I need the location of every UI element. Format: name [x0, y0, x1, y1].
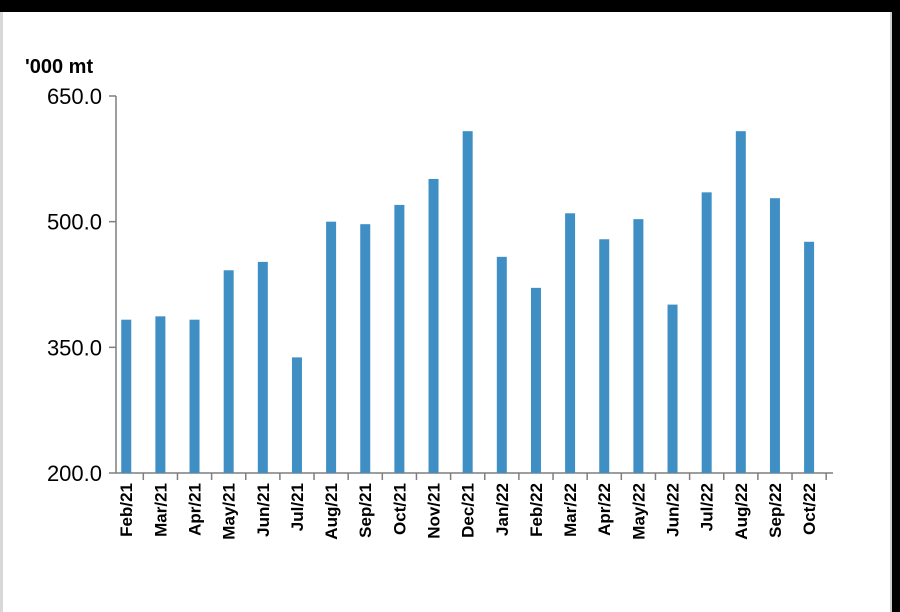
x-tick-label: May/21 — [220, 483, 239, 540]
bar-chart: 650.0 500.0 350.0 200.0 Feb/21 Mar/21 Apr/21 Ma… — [47, 84, 833, 540]
bar — [496, 256, 507, 473]
x-tick-label: Sep/22 — [766, 483, 785, 538]
bar — [599, 239, 610, 473]
bar — [735, 131, 746, 473]
x-tick-label: Jan/22 — [493, 483, 512, 536]
bar — [291, 357, 302, 473]
bar — [121, 319, 132, 473]
bar — [394, 204, 405, 473]
bar — [530, 287, 541, 473]
y-tick-label: 500.0 — [47, 210, 102, 235]
x-tick-label: Oct/22 — [800, 483, 819, 535]
bar — [701, 192, 712, 473]
x-tick-label: Jun/21 — [254, 483, 273, 537]
x-tick-label: Sep/21 — [356, 483, 375, 538]
y-tick-label: 650.0 — [47, 84, 102, 109]
x-tick-label: Apr/22 — [595, 483, 614, 536]
bar — [428, 178, 439, 473]
x-tick-label: Aug/21 — [322, 483, 341, 540]
bar — [667, 304, 678, 473]
x-tick-label: Jun/22 — [664, 483, 683, 537]
x-tick-label: Jul/21 — [288, 483, 307, 531]
x-tick-label: Oct/21 — [390, 483, 409, 535]
bar — [633, 219, 644, 473]
bar — [462, 131, 473, 473]
y-tick-label: 200.0 — [47, 461, 102, 486]
x-tick-label: Feb/21 — [117, 483, 136, 537]
bar — [257, 261, 268, 473]
bar — [155, 316, 166, 473]
bar — [804, 241, 815, 473]
bar — [223, 270, 234, 473]
bar — [189, 319, 200, 473]
bar — [565, 213, 576, 474]
x-tick-label: Mar/22 — [561, 483, 580, 537]
x-tick-label: Apr/21 — [186, 483, 205, 536]
bar — [326, 221, 337, 473]
bar — [360, 224, 371, 473]
x-tick-label: Mar/21 — [151, 483, 170, 537]
unit-label: '000 mt — [25, 56, 94, 78]
y-tick-label: 350.0 — [47, 335, 102, 360]
bar — [769, 198, 780, 473]
x-tick-label: Jul/22 — [698, 483, 717, 531]
x-tick-label: May/22 — [629, 483, 648, 540]
x-tick-label: Dec/21 — [459, 483, 478, 538]
x-tick-label: Feb/22 — [527, 483, 546, 537]
x-tick-label: Nov/21 — [425, 483, 444, 539]
chart-frame: '000 mt 650.0 500.0 350.0 200.0 Feb/21 Mar/21… — [0, 12, 892, 612]
x-tick-label: Aug/22 — [732, 483, 751, 540]
